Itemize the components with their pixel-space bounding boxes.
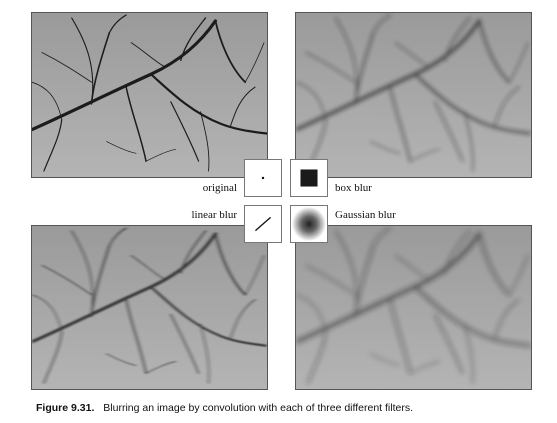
image-box-blur [295,12,532,178]
image-gaussian-blur [295,225,532,390]
kernel-linear-icon [244,205,282,243]
figure-caption: Figure 9.31. Blurring an image by convol… [36,402,413,414]
figure-number: Figure 9.31. [36,402,95,414]
image-original [31,12,268,178]
kernel-box-icon [290,159,328,197]
caption-text: Blurring an image by convolution with ea… [103,402,414,414]
label-box-blur: box blur [335,182,372,194]
image-linear-blur [31,225,268,390]
kernel-gaussian-icon [290,205,328,243]
label-linear-blur: linear blur [191,209,237,221]
label-original: original [202,182,237,194]
kernel-impulse-icon [244,159,282,197]
label-gaussian-blur: Gaussian blur [335,209,396,221]
